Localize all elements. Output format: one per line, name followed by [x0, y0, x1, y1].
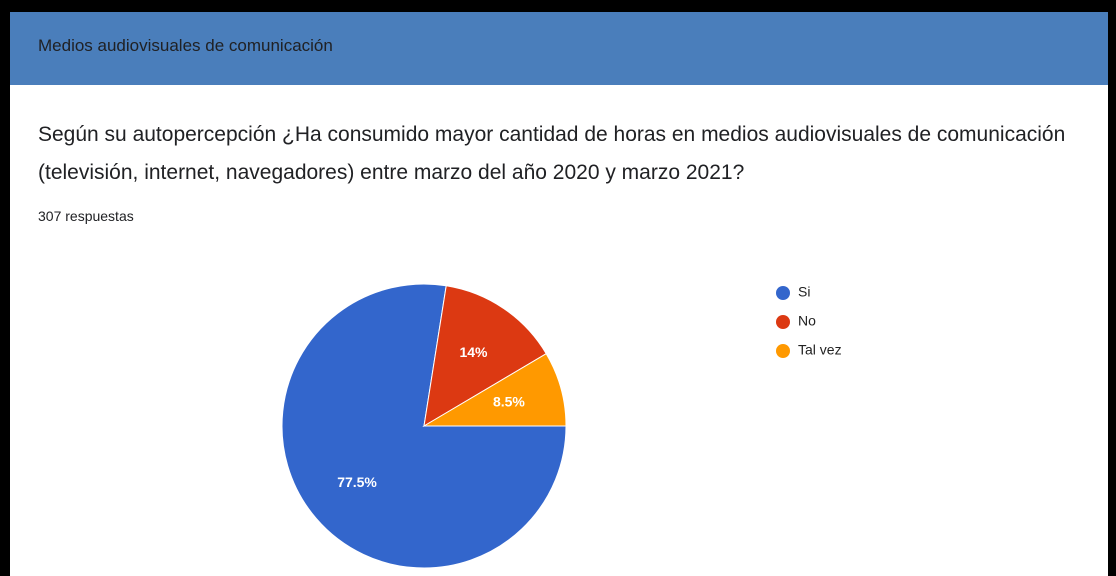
slice-label: 77.5% [337, 474, 377, 490]
slice-label: 14% [459, 344, 488, 360]
pie-slice [281, 283, 567, 569]
legend-label: Tal vez [798, 342, 842, 358]
response-count: 307 respuestas [38, 208, 134, 224]
legend-swatch [776, 344, 790, 358]
legend-label: No [798, 313, 816, 329]
legend-label: Si [798, 284, 810, 300]
card-header: Medios audiovisuales de comunicación [10, 12, 1108, 85]
legend-swatch [776, 286, 790, 300]
section-title: Medios audiovisuales de comunicación [38, 36, 333, 55]
pie-slice [423, 285, 547, 427]
slice-label: 8.5% [493, 393, 525, 409]
card: Medios audiovisuales de comunicación Seg… [10, 12, 1108, 576]
pie-slice [422, 353, 567, 427]
legend-swatch [776, 315, 790, 329]
question-text: Según su autopercepción ¿Ha consumido ma… [38, 123, 1066, 184]
